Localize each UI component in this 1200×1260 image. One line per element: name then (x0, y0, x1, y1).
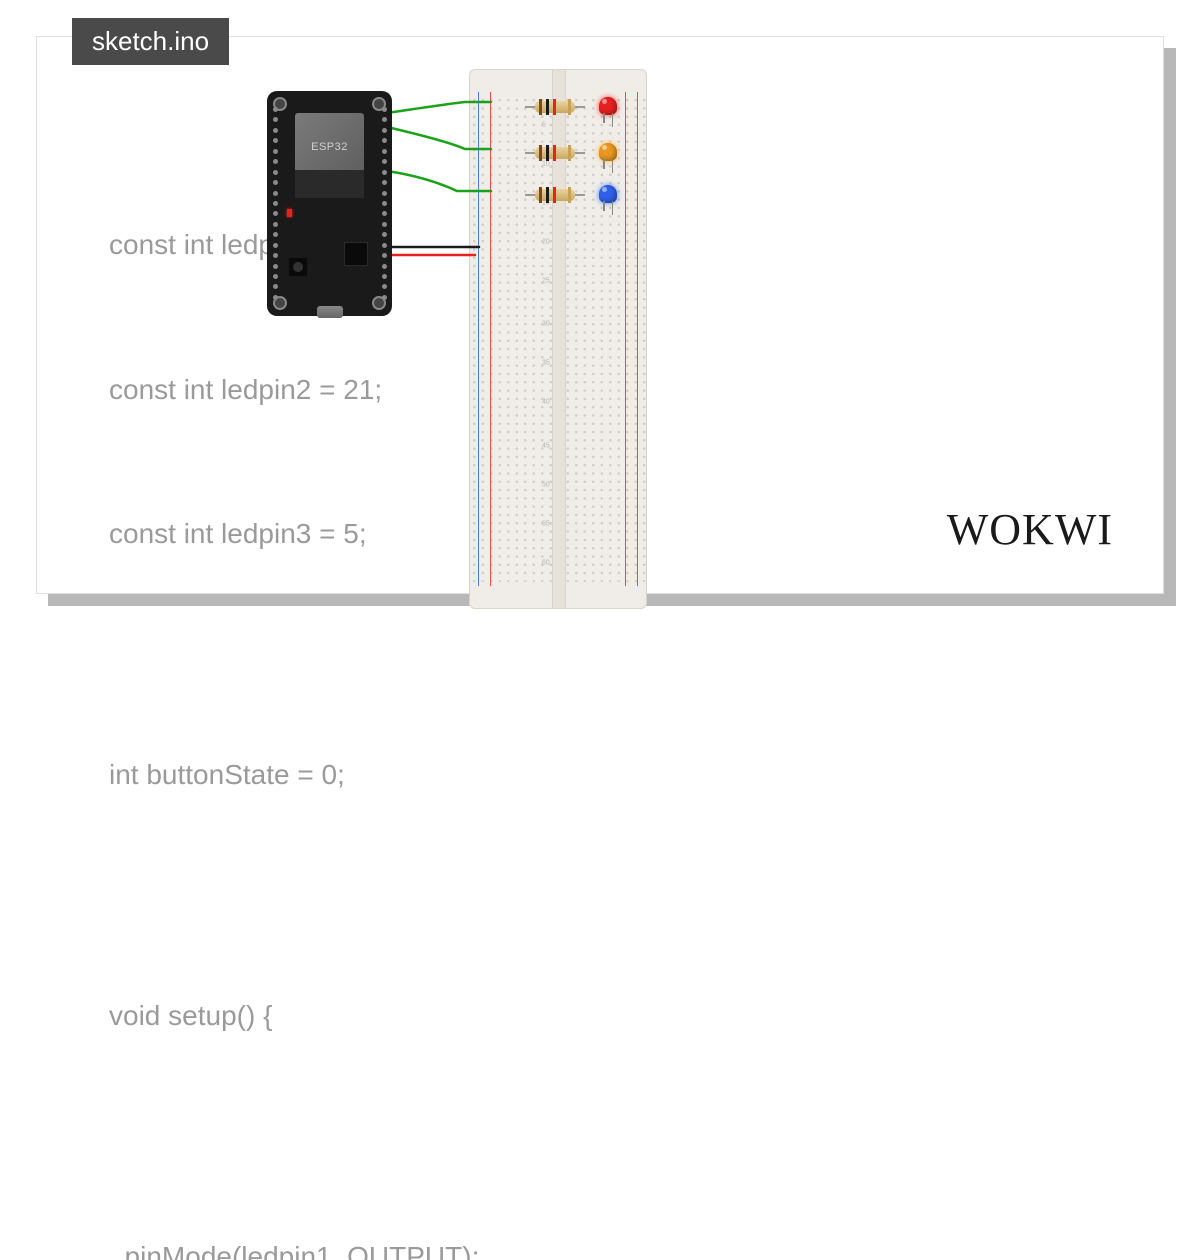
esp-pin[interactable] (273, 170, 278, 175)
esp-pin[interactable] (273, 159, 278, 164)
resistor-3[interactable] (525, 191, 585, 199)
esp-boot-button[interactable] (289, 258, 307, 276)
circuit-canvas[interactable]: 5 10 15 20 25 30 35 40 45 50 55 60 (447, 69, 797, 629)
esp-pin[interactable] (382, 180, 387, 185)
esp-mcu-chip (344, 242, 368, 266)
esp-pin[interactable] (273, 274, 278, 279)
esp32-board[interactable]: ESP32 (267, 91, 392, 316)
wire-green-1[interactable] (387, 102, 491, 113)
esp-pin[interactable] (382, 211, 387, 216)
esp-pin[interactable] (273, 232, 278, 237)
esp-pin[interactable] (273, 243, 278, 248)
led-blue[interactable] (599, 185, 617, 203)
esp-pin[interactable] (273, 264, 278, 269)
esp-pin[interactable] (273, 107, 278, 112)
esp-pin[interactable] (273, 211, 278, 216)
esp-pin[interactable] (382, 191, 387, 196)
esp-power-led (287, 209, 292, 217)
esp-pin[interactable] (273, 149, 278, 154)
editor-card: const int ledpin1 = 22; const int ledpin… (36, 36, 1164, 594)
wires-svg (447, 69, 797, 629)
brand-logo: WOKWI (947, 504, 1113, 555)
esp-pin[interactable] (382, 201, 387, 206)
file-tab-label: sketch.ino (92, 26, 209, 56)
esp-pin[interactable] (273, 253, 278, 258)
code-line: void setup() { (109, 992, 479, 1040)
esp-usb-port (317, 306, 343, 318)
led-orange[interactable] (599, 143, 617, 161)
led-red[interactable] (599, 97, 617, 115)
esp-pin[interactable] (382, 138, 387, 143)
code-line: int buttonState = 0; (109, 751, 479, 799)
esp-pin[interactable] (382, 274, 387, 279)
esp-pins-left (270, 107, 280, 300)
esp-pin[interactable] (273, 201, 278, 206)
esp-pin[interactable] (382, 264, 387, 269)
esp-pin[interactable] (273, 128, 278, 133)
esp-pin[interactable] (273, 180, 278, 185)
esp-pin[interactable] (382, 284, 387, 289)
esp-pin[interactable] (273, 138, 278, 143)
resistor-1[interactable] (525, 103, 585, 111)
code-line: const int ledpin3 = 5; (109, 510, 479, 558)
esp-pin[interactable] (382, 232, 387, 237)
esp-pin[interactable] (273, 284, 278, 289)
esp-pin[interactable] (273, 295, 278, 300)
esp-pin[interactable] (382, 159, 387, 164)
esp-rf-shield: ESP32 (295, 113, 364, 198)
esp-pin[interactable] (382, 128, 387, 133)
code-line: pinMode(ledpin1, OUTPUT); (109, 1233, 479, 1260)
file-tab[interactable]: sketch.ino (72, 18, 229, 65)
esp-pin[interactable] (382, 170, 387, 175)
resistor-2[interactable] (525, 149, 585, 157)
esp-pin[interactable] (382, 253, 387, 258)
esp-pin[interactable] (273, 117, 278, 122)
esp-pin[interactable] (382, 295, 387, 300)
chip-label: ESP32 (311, 141, 348, 153)
esp-pin[interactable] (382, 117, 387, 122)
code-line: const int ledpin2 = 21; (109, 366, 479, 414)
esp-pin[interactable] (273, 191, 278, 196)
esp-pin[interactable] (382, 243, 387, 248)
esp-pin[interactable] (382, 149, 387, 154)
esp-pin[interactable] (273, 222, 278, 227)
esp-pin[interactable] (382, 107, 387, 112)
esp-pin[interactable] (382, 222, 387, 227)
esp-pins-right (379, 107, 389, 300)
